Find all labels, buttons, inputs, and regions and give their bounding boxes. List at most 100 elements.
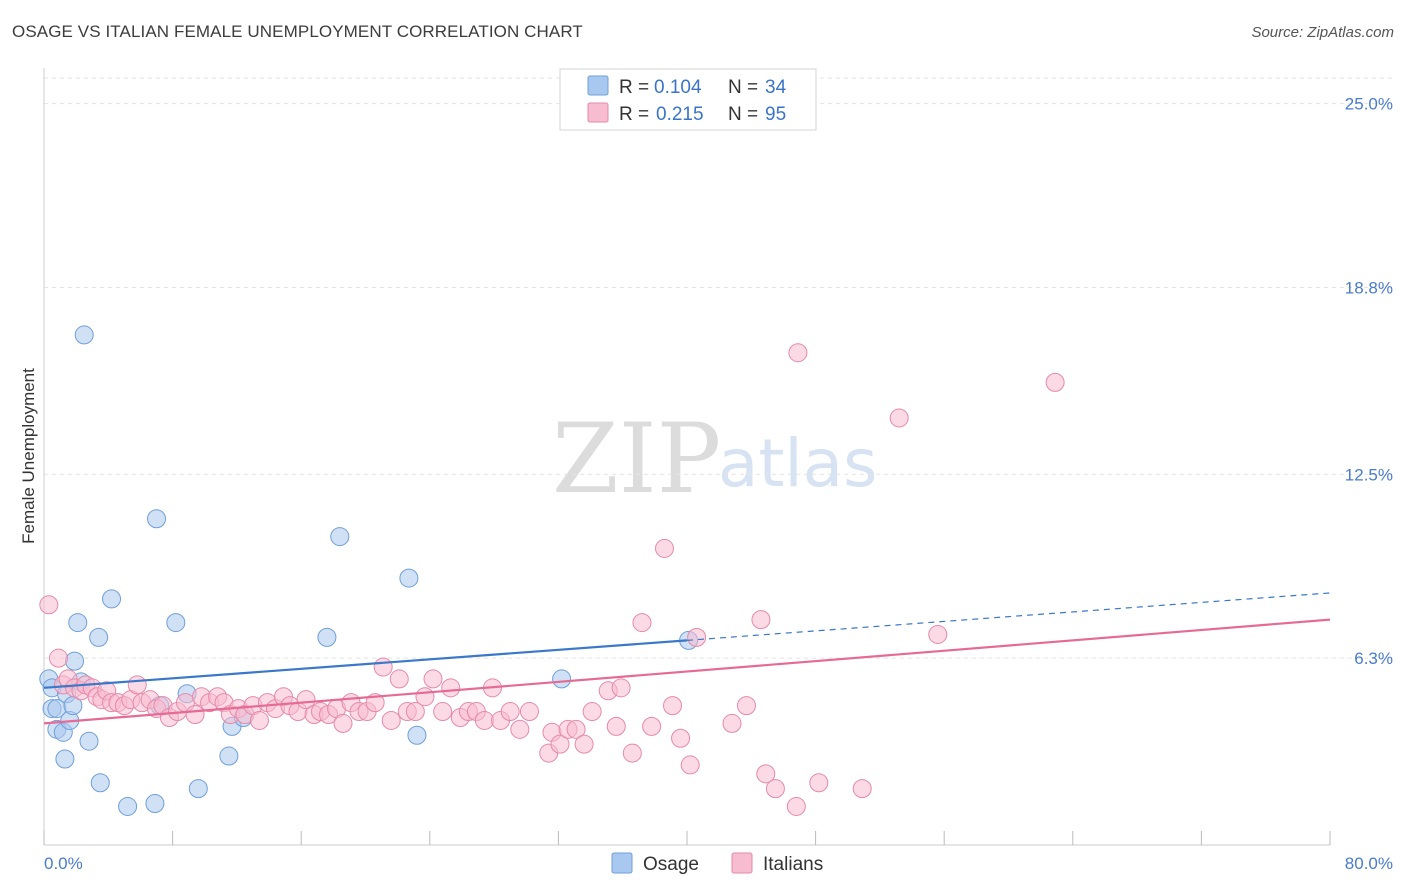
data-point-osage — [166, 613, 186, 633]
data-point-italians — [622, 743, 642, 763]
legend-swatch-osage — [587, 75, 609, 96]
legend-n-label-italians: N = — [728, 104, 758, 125]
data-point-italians — [433, 702, 453, 722]
data-point-osage — [65, 651, 85, 671]
data-point-osage — [407, 725, 427, 745]
data-point-osage — [68, 613, 88, 633]
legend-r-value-italians: 0.215 — [656, 104, 704, 125]
y-tick-label: 6.3% — [1354, 649, 1393, 668]
x-tick-labels: 0.0% 80.0% — [44, 854, 1393, 873]
series-legend: Osage Italians — [611, 852, 823, 875]
data-point-italians — [127, 675, 147, 695]
data-point-italians — [550, 734, 570, 754]
data-point-italians — [389, 669, 409, 689]
data-point-italians — [249, 710, 269, 730]
trend-line-italians — [43, 618, 1331, 725]
source-credit: Source: ZipAtlas.com — [1251, 24, 1394, 41]
data-point-italians — [405, 702, 425, 722]
data-point-italians — [373, 657, 393, 677]
data-point-osage — [552, 669, 572, 689]
watermark-atlas: atlas — [718, 425, 878, 502]
bottom-legend-swatch-osage — [611, 852, 633, 874]
points-layer — [39, 325, 1065, 816]
data-point-italians — [48, 648, 68, 668]
data-point-italians — [654, 538, 674, 558]
data-point-osage — [330, 527, 350, 547]
legend-r-value-osage: 0.104 — [654, 77, 702, 98]
legend-swatch-italians — [587, 102, 609, 123]
data-point-italians — [381, 710, 401, 730]
data-point-italians — [786, 796, 806, 816]
data-point-osage — [89, 627, 109, 647]
data-point-italians — [566, 719, 586, 739]
data-point-osage — [90, 773, 110, 793]
y-tick-labels: 6.3% 12.5% 18.8% 25.0% — [1345, 95, 1393, 669]
data-point-osage — [147, 509, 167, 529]
data-point-italians — [185, 705, 205, 725]
x-tick-label: 80.0% — [1345, 854, 1393, 873]
bottom-legend-swatch-italians — [731, 852, 753, 874]
data-point-italians — [39, 595, 59, 615]
bottom-legend-label-osage: Osage — [643, 854, 699, 875]
data-point-italians — [441, 678, 461, 698]
trend-layer — [43, 592, 1331, 725]
data-point-italians — [606, 716, 626, 736]
data-point-italians — [415, 687, 435, 707]
data-point-italians — [722, 713, 742, 733]
data-point-italians — [756, 764, 776, 784]
data-point-italians — [333, 713, 353, 733]
x-tick-label: 0.0% — [44, 854, 83, 873]
data-point-italians — [788, 343, 808, 363]
legend-n-value-italians: 95 — [765, 104, 786, 125]
data-point-osage — [79, 731, 99, 751]
legend-n-label-osage: N = — [728, 77, 758, 98]
y-tick-label: 12.5% — [1345, 465, 1393, 484]
data-point-italians — [519, 702, 539, 722]
data-point-italians — [642, 716, 662, 736]
data-point-osage — [188, 779, 208, 799]
data-point-osage — [317, 627, 337, 647]
y-tick-label: 25.0% — [1345, 95, 1393, 114]
data-point-italians — [736, 696, 756, 716]
data-point-italians — [574, 734, 594, 754]
data-point-italians — [1045, 372, 1065, 392]
data-point-italians — [687, 627, 707, 647]
y-tick-label: 18.8% — [1345, 278, 1393, 297]
data-point-italians — [809, 773, 829, 793]
axis-layer — [43, 68, 1331, 846]
trend-line-osage — [43, 639, 688, 689]
data-point-italians — [671, 728, 691, 748]
y-axis-label: Female Unemployment — [19, 368, 38, 544]
data-point-italians — [680, 755, 700, 775]
chart-title: OSAGE VS ITALIAN FEMALE UNEMPLOYMENT COR… — [12, 22, 583, 41]
data-point-osage — [74, 325, 94, 345]
data-point-italians — [611, 678, 631, 698]
data-point-italians — [365, 693, 385, 713]
data-point-italians — [500, 702, 520, 722]
data-point-osage — [118, 796, 138, 816]
bottom-legend-label-italians: Italians — [763, 854, 823, 875]
legend-n-value-osage: 34 — [765, 77, 787, 98]
data-point-italians — [751, 610, 771, 630]
data-point-italians — [510, 719, 530, 739]
data-point-italians — [582, 702, 602, 722]
trend-extension-osage — [686, 592, 1331, 641]
data-point-italians — [474, 710, 494, 730]
grid-layer — [44, 77, 1392, 659]
data-point-italians — [632, 613, 652, 633]
stats-legend: R = 0.104 N = 34 R = 0.215 N = 95 — [559, 68, 817, 131]
data-point-osage — [399, 568, 419, 588]
data-point-italians — [765, 779, 785, 799]
data-point-osage — [219, 746, 239, 766]
legend-r-label-osage: R = — [619, 77, 649, 98]
watermark-zip: ZIP — [552, 403, 721, 515]
data-point-osage — [55, 749, 75, 769]
data-point-osage — [145, 793, 165, 813]
data-point-italians — [296, 690, 316, 710]
data-point-italians — [928, 624, 948, 644]
data-point-italians — [423, 669, 443, 689]
data-point-italians — [663, 696, 683, 716]
data-point-osage — [102, 589, 122, 609]
legend-r-label-italians: R = — [619, 104, 649, 125]
